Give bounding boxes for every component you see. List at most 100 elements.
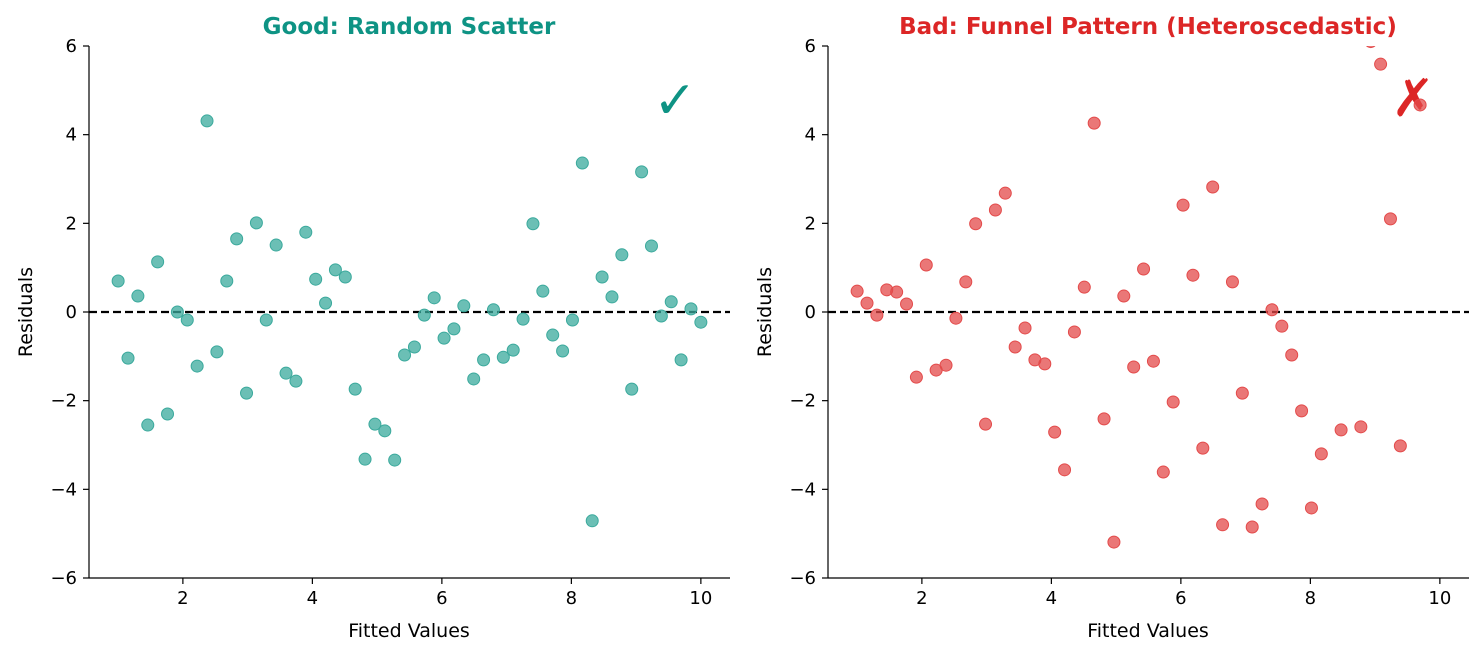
data-point [1067, 325, 1081, 339]
data-point [949, 311, 963, 325]
data-point [1216, 518, 1230, 532]
data-point [536, 284, 550, 298]
data-point [998, 186, 1012, 200]
data-point [338, 270, 352, 284]
data-point [200, 114, 214, 128]
data-point [1255, 497, 1269, 511]
y-tick-label: 2 [805, 213, 816, 234]
data-point [1413, 98, 1427, 112]
data-point [565, 313, 579, 327]
data-point [1048, 425, 1062, 439]
data-point [635, 165, 649, 179]
y-tick-label: 0 [805, 302, 816, 323]
data-point [1275, 319, 1289, 333]
data-point [1304, 501, 1318, 515]
y-tick-label: −4 [50, 479, 77, 500]
data-point [556, 344, 570, 358]
data-point [417, 308, 431, 322]
data-point [358, 452, 372, 466]
data-point [447, 322, 461, 336]
data-point [516, 312, 530, 326]
data-point [546, 328, 560, 342]
data-point [121, 351, 135, 365]
data-point [496, 350, 510, 364]
data-point [319, 296, 333, 310]
data-point [249, 216, 263, 230]
data-point [1018, 321, 1032, 335]
data-point [190, 359, 204, 373]
data-point [328, 263, 342, 277]
data-point [161, 407, 175, 421]
data-point [1166, 395, 1180, 409]
data-point [625, 382, 639, 396]
cross-mark-icon: ✗ [1391, 69, 1435, 129]
data-point [240, 386, 254, 400]
data-point [427, 291, 441, 305]
data-point [890, 285, 904, 299]
data-point [1393, 439, 1407, 453]
y-axis-label: Residuals [754, 267, 776, 357]
data-point [1127, 360, 1141, 374]
x-axis-label: Fitted Values [1087, 620, 1209, 642]
x-tick-label: 10 [689, 588, 712, 609]
y-tick-label: 4 [66, 125, 77, 146]
points [111, 114, 708, 528]
data-point [259, 313, 273, 327]
data-point [979, 417, 993, 431]
data-point [368, 417, 382, 431]
data-point [1206, 180, 1220, 194]
data-point [654, 309, 668, 323]
x-tick-label: 2 [177, 588, 188, 609]
y-tick-label: −4 [789, 479, 816, 500]
data-point [388, 453, 402, 467]
data-point [1176, 198, 1190, 212]
panel-good-random-scatter: Good: Random Scatter Fitted Values Resid… [15, 14, 730, 642]
data-point [939, 358, 953, 372]
y-tick-label: −6 [789, 568, 816, 589]
data-point [477, 353, 491, 367]
data-point [1354, 420, 1368, 434]
y-tick-label: 6 [805, 36, 816, 57]
data-point [506, 343, 520, 357]
data-point [694, 315, 708, 329]
x-tick-label: 4 [1046, 588, 1057, 609]
data-point [1038, 357, 1052, 371]
data-point [457, 299, 471, 313]
data-point [299, 225, 313, 239]
data-point [575, 156, 589, 170]
data-point [1314, 447, 1328, 461]
data-point [1245, 520, 1259, 534]
data-point [919, 258, 933, 272]
y-axis-label: Residuals [15, 267, 37, 357]
data-point [151, 255, 165, 269]
data-point [684, 302, 698, 316]
data-point [269, 238, 283, 252]
data-point [1087, 116, 1101, 130]
data-point [180, 313, 194, 327]
data-point [1058, 463, 1072, 477]
data-point [1285, 348, 1299, 362]
data-point [1225, 275, 1239, 289]
data-point [595, 270, 609, 284]
x-axis-label: Fitted Values [348, 620, 470, 642]
data-point [1008, 340, 1022, 354]
data-point [289, 374, 303, 388]
data-point [850, 284, 864, 298]
y-tick-label: −6 [50, 568, 77, 589]
data-point [1265, 303, 1279, 317]
x-tick-label: 8 [566, 588, 577, 609]
data-point [378, 424, 392, 438]
data-point [170, 305, 184, 319]
data-point [526, 217, 540, 231]
panel-bad-funnel-pattern: Bad: Funnel Pattern (Heteroscedastic) Fi… [754, 14, 1469, 642]
data-point [1097, 412, 1111, 426]
data-point [860, 296, 874, 310]
x-tick-label: 2 [916, 588, 927, 609]
data-point [111, 274, 125, 288]
x-tick-label: 6 [436, 588, 447, 609]
data-point [210, 345, 224, 359]
y-tick-label: 6 [66, 36, 77, 57]
data-point [1146, 354, 1160, 368]
data-point [959, 275, 973, 289]
